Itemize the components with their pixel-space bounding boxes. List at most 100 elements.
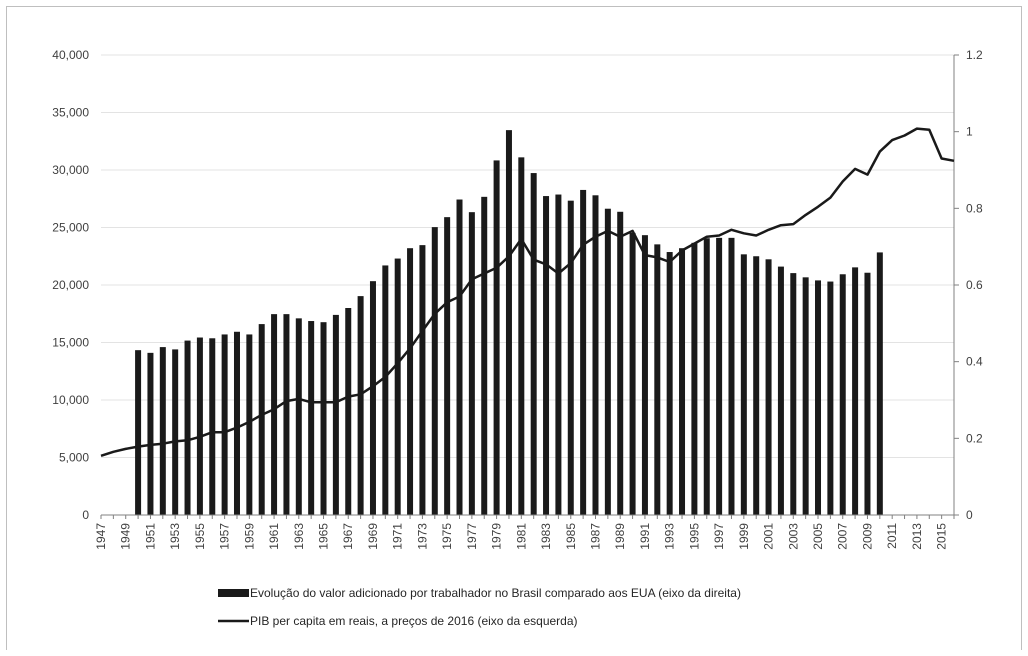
left-tick-label: 30,000 — [52, 163, 89, 177]
bar — [345, 308, 352, 515]
bar — [332, 314, 339, 515]
right-tick-label: 0.8 — [966, 201, 983, 215]
bar — [567, 200, 574, 515]
bar — [617, 211, 624, 516]
bar — [159, 347, 166, 515]
x-tick-label: 1953 — [168, 523, 182, 550]
x-tick-label: 1959 — [242, 523, 256, 550]
bar — [740, 254, 747, 516]
bar — [530, 173, 537, 516]
right-axis-ticks: 0 0.2 0.4 0.6 0.8 1 1.2 — [954, 48, 983, 522]
bar — [135, 350, 142, 515]
line-series — [100, 127, 955, 457]
bar — [876, 252, 883, 515]
bar — [728, 237, 735, 515]
x-tick-label: 2015 — [935, 523, 949, 550]
bar — [357, 296, 364, 515]
bar — [641, 235, 648, 515]
bar — [369, 281, 376, 515]
right-tick-label: 1 — [966, 125, 973, 139]
x-tick-label: 1971 — [391, 523, 405, 550]
bar — [777, 266, 784, 515]
bar — [580, 189, 587, 515]
x-tick-label: 1951 — [143, 523, 157, 550]
bar — [196, 337, 203, 515]
bar — [543, 196, 550, 516]
legend-item-bar: Evolução do valor adicionado por trabalh… — [218, 586, 741, 600]
combo-chart: 0 5,000 10,000 15,000 20,000 25,000 30,000 35,0… — [52, 48, 983, 628]
bar — [431, 227, 438, 515]
bar — [493, 160, 500, 515]
x-tick-label: 1975 — [440, 523, 454, 550]
right-tick-label: 1.2 — [966, 48, 983, 62]
left-tick-label: 40,000 — [52, 48, 89, 62]
bar — [827, 281, 834, 515]
bar — [604, 208, 611, 515]
x-tick-label: 1981 — [514, 523, 528, 550]
right-tick-label: 0.6 — [966, 278, 983, 292]
bar — [209, 338, 216, 515]
left-tick-label: 10,000 — [52, 393, 89, 407]
bar — [753, 256, 760, 515]
x-tick-label: 2007 — [836, 523, 850, 550]
right-tick-label: 0.2 — [966, 431, 983, 445]
bar — [468, 212, 475, 515]
x-tick-label: 2009 — [860, 523, 874, 550]
bar — [592, 195, 599, 516]
legend-label-line: PIB per capita em reais, a preços de 201… — [250, 614, 578, 628]
x-tick-label: 1983 — [539, 523, 553, 550]
x-tick-label: 1957 — [218, 523, 232, 550]
bar-series — [135, 130, 883, 516]
bar — [716, 237, 723, 515]
legend-label-bar: Evolução do valor adicionado por trabalh… — [250, 586, 741, 600]
bar — [444, 217, 451, 515]
x-tick-label: 2001 — [762, 523, 776, 550]
legend-swatch-bar — [218, 589, 249, 597]
bar — [246, 334, 253, 515]
left-tick-label: 5,000 — [59, 451, 89, 465]
bar — [679, 248, 686, 515]
x-tick-label: 2011 — [885, 523, 899, 549]
left-axis-ticks: 0 5,000 10,000 15,000 20,000 25,000 30,000 35,0… — [52, 48, 89, 522]
bar — [320, 322, 327, 515]
bar — [221, 334, 228, 515]
bar — [666, 252, 673, 516]
bar — [456, 199, 463, 515]
bar — [184, 340, 191, 515]
bar — [765, 259, 772, 515]
bar — [852, 267, 859, 515]
bar — [258, 324, 265, 515]
bar — [864, 272, 871, 515]
x-tick-label: 1973 — [415, 523, 429, 550]
bar — [802, 277, 809, 515]
x-tick-label: 1977 — [465, 523, 479, 550]
x-tick-label: 1999 — [737, 523, 751, 550]
x-tick-label: 1979 — [490, 523, 504, 550]
legend: Evolução do valor adicionado por trabalh… — [218, 586, 741, 628]
bar — [147, 352, 154, 515]
x-tick-label: 1969 — [366, 523, 380, 550]
bar — [419, 245, 426, 515]
bar — [481, 196, 488, 516]
bar — [505, 130, 512, 515]
x-tick-label: 2013 — [910, 523, 924, 550]
bar — [283, 314, 290, 515]
left-tick-label: 20,000 — [52, 278, 89, 292]
left-tick-label: 15,000 — [52, 336, 89, 350]
x-tick-label: 1997 — [712, 523, 726, 550]
x-axis-ticks: 1947 1949 1951 1953 1955 1957 1959 1961 1963 1965… — [94, 515, 955, 550]
chart-frame: 0 5,000 10,000 15,000 20,000 25,000 30,000 35,0… — [6, 6, 1022, 650]
x-tick-label: 1963 — [292, 523, 306, 550]
bar — [394, 258, 401, 515]
x-tick-label: 2005 — [811, 523, 825, 550]
x-tick-label: 1993 — [663, 523, 677, 550]
left-tick-label: 25,000 — [52, 221, 89, 235]
bar — [271, 314, 278, 515]
bar — [815, 280, 822, 515]
left-tick-label: 35,000 — [52, 106, 89, 120]
right-tick-label: 0 — [966, 508, 973, 522]
bar — [172, 349, 179, 515]
line-path — [100, 127, 955, 457]
bar — [308, 321, 315, 515]
bar — [790, 273, 797, 515]
